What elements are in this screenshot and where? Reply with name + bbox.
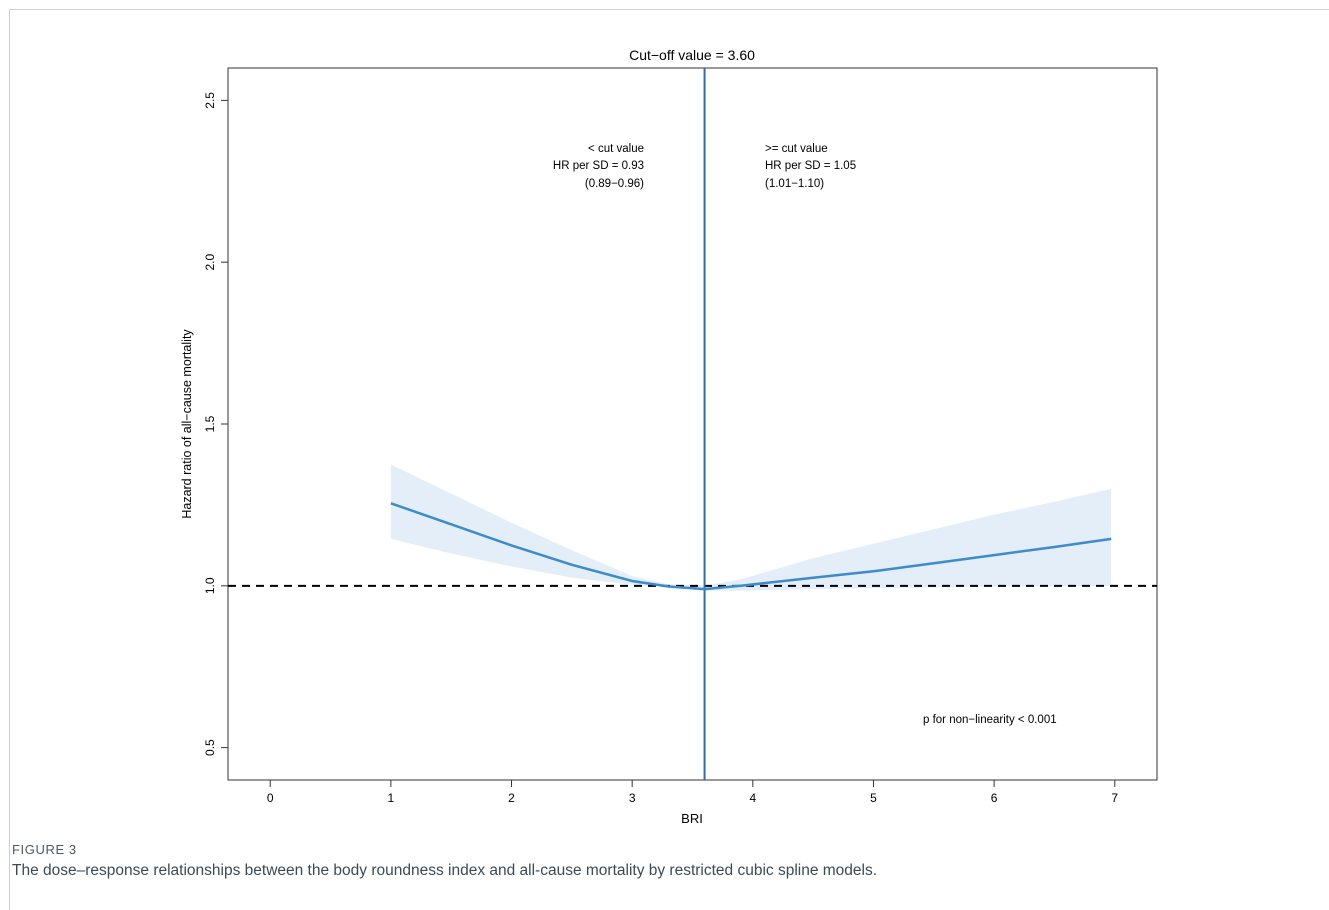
- right-annotation-line-3: (1.01−1.10): [765, 178, 824, 190]
- hazard-ratio-line: [390, 502, 1112, 591]
- confidence-band: [390, 464, 1112, 591]
- plot-area: [227, 67, 1158, 781]
- left-annotation-line-2: HR per SD = 0.93: [553, 160, 644, 172]
- y-axis-label: Hazard ratio of all−cause mortality: [180, 329, 194, 519]
- spline-chart: 0 1 2 3 4 5 6 7 0.5 1.0 1.5 2.0 2.5 Cut−off value =…: [180, 47, 1158, 826]
- figure-label: FIGURE 3: [12, 842, 77, 857]
- figure-caption: The dose–response relationships between …: [12, 862, 878, 879]
- x-tick-label: 3: [629, 791, 636, 805]
- x-tick-label: 2: [508, 791, 515, 805]
- x-tick-label: 1: [388, 791, 395, 805]
- x-tick-label: 4: [749, 791, 756, 805]
- p-value-annotation: p for non−linearity < 0.001: [923, 714, 1057, 726]
- y-axis: 0.5 1.0 1.5 2.0 2.5: [203, 92, 228, 756]
- y-tick-label: 2.5: [203, 92, 217, 109]
- x-tick-label: 7: [1111, 791, 1118, 805]
- right-annotation-line-2: HR per SD = 1.05: [765, 160, 856, 172]
- right-annotation-line-1: >= cut value: [765, 143, 828, 155]
- y-tick-label: 1.0: [203, 577, 217, 594]
- x-axis: 0 1 2 3 4 5 6 7: [267, 780, 1118, 805]
- y-tick-label: 2.0: [203, 254, 217, 271]
- left-annotation-line-3: (0.89−0.96): [585, 178, 644, 190]
- x-tick-label: 0: [267, 791, 274, 805]
- y-tick-label: 0.5: [203, 739, 217, 756]
- chart-title: Cut−off value = 3.60: [629, 47, 755, 63]
- x-tick-label: 6: [991, 791, 998, 805]
- figure-frame: [9, 9, 1329, 910]
- left-annotation-line-1: < cut value: [588, 143, 644, 155]
- y-tick-label: 1.5: [203, 415, 217, 432]
- x-axis-label: BRI: [681, 811, 703, 826]
- x-tick-label: 5: [870, 791, 877, 805]
